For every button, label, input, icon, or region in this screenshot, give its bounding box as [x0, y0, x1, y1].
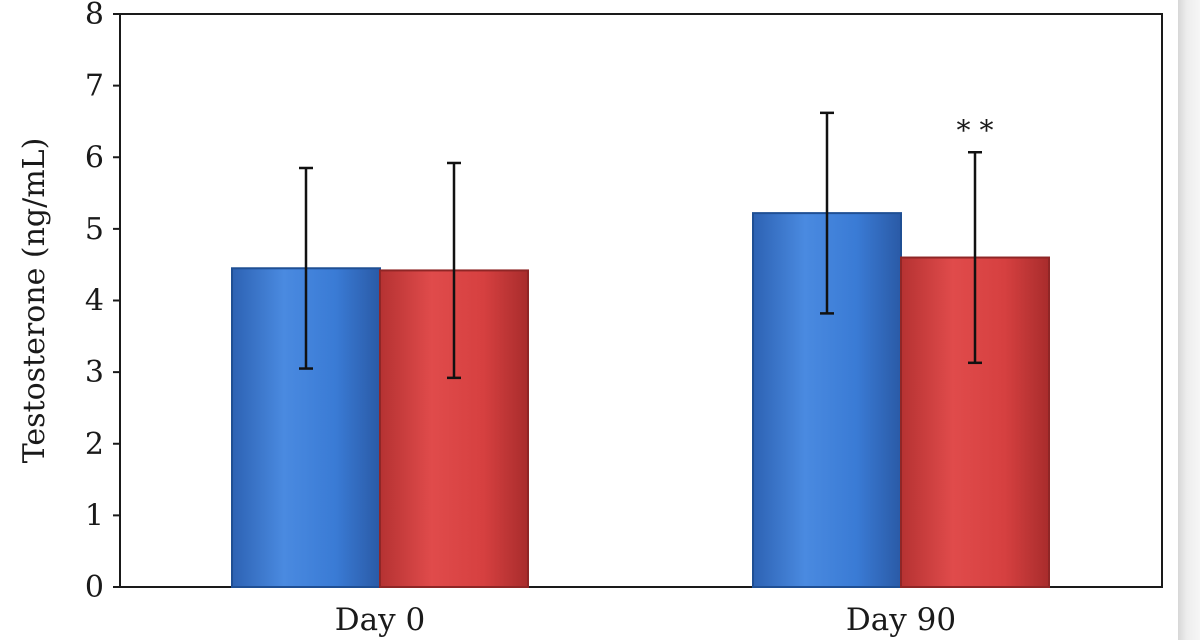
y-tick-label-2: 2 — [85, 427, 104, 462]
y-tick-label-8: 8 — [85, 0, 104, 32]
significance-marker-1: * * — [957, 114, 994, 147]
plot-area: 0 1 2 3 4 5 6 7 8 Testosterone (ng/mL) Day 0 Day 90… — [17, 0, 1163, 638]
y-tick-label-1: 1 — [85, 498, 104, 533]
y-tick-label-3: 3 — [85, 355, 104, 390]
y-tick-label-6: 6 — [85, 140, 104, 175]
y-tick-label-4: 4 — [85, 284, 104, 319]
y-tick-label-0: 0 — [85, 570, 104, 605]
y-tick-label-5: 5 — [85, 212, 104, 247]
y-axis-title: Testosterone (ng/mL) — [17, 138, 52, 464]
page-edge-strip — [1178, 0, 1200, 640]
y-tick-label-7: 7 — [85, 69, 104, 104]
x-category-label-1: Day 0 — [335, 602, 425, 638]
x-category-label-2: Day 90 — [846, 602, 956, 638]
